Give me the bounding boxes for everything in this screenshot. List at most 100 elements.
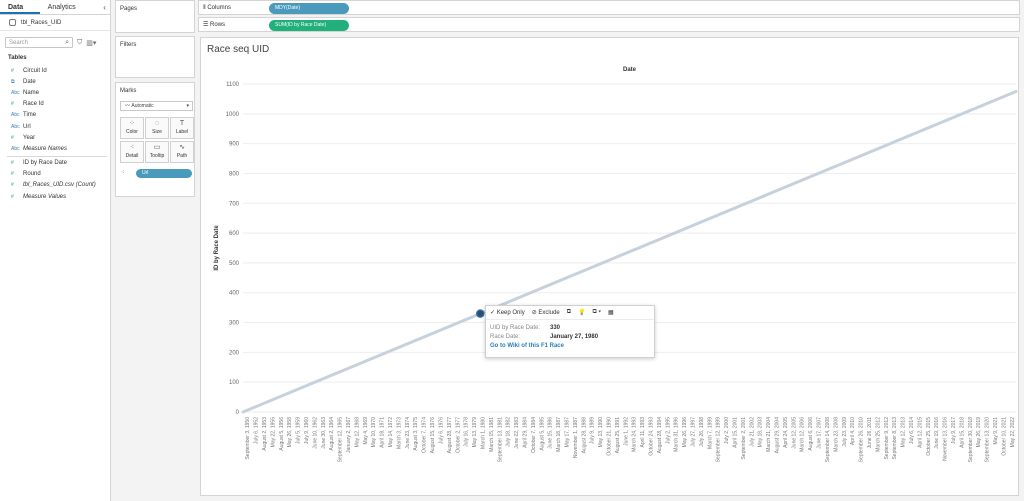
size-icon: ◌ — [154, 120, 160, 127]
filters-card[interactable]: Filters — [115, 36, 195, 78]
tab-data[interactable]: Data — [0, 0, 40, 14]
wiki-link[interactable]: Go to Wiki of this F1 Race — [490, 343, 564, 349]
chart-header-title: Date — [623, 67, 637, 73]
x-tick-label: October 24, 1993 — [649, 417, 655, 456]
pane-tabs: Data Analytics ‹ — [0, 0, 110, 15]
field-name: Date — [23, 78, 36, 85]
field-item[interactable]: Abc Measure Names — [0, 143, 110, 154]
x-tick-label: September 12, 1965 — [338, 417, 344, 463]
rows-pill[interactable]: SUM(ID by Race Date) — [269, 20, 349, 31]
x-tick-label: August 15, 1976 — [430, 417, 436, 454]
label-icon: T — [179, 120, 185, 127]
detail-button[interactable]: ⁖ Detail — [120, 141, 144, 163]
x-tick-label: August 3, 1975 — [413, 417, 419, 451]
x-tick-label: March 24, 1993 — [632, 417, 638, 452]
field-item[interactable]: # ID by Race Date — [0, 158, 110, 169]
group-icon[interactable]: ⧉ — [566, 309, 572, 315]
field-item[interactable]: Abc Time — [0, 110, 110, 121]
x-tick-label: May 22, 1955 — [270, 417, 276, 448]
filter-icon[interactable]: ⛉ — [77, 38, 83, 46]
columns-shelf[interactable]: ⦀ Columns MDY(Date) — [198, 0, 1020, 15]
field-item[interactable]: # Year — [0, 132, 110, 143]
x-tick-label: April 24, 2005 — [783, 417, 789, 448]
keep-only-button[interactable]: ✓ Keep Only — [490, 310, 525, 316]
size-button[interactable]: ◌ Size — [145, 117, 169, 139]
tab-analytics[interactable]: Analytics — [47, 4, 76, 11]
field-item[interactable]: Abc Name — [0, 87, 110, 98]
x-tick-label: October 21, 1990 — [606, 417, 612, 456]
view-data-icon[interactable]: ▦ — [608, 310, 614, 316]
x-tick-label: October 2, 1977 — [455, 417, 461, 453]
x-tick-label: April 12, 2015 — [917, 417, 923, 448]
x-tick-label: May 26, 1996 — [682, 417, 688, 448]
columns-pill[interactable]: MDY(Date) — [269, 3, 349, 14]
field-type-icon: # — [11, 101, 14, 108]
tooltip-button[interactable]: ▭ Tooltip — [145, 141, 169, 163]
x-tick-label: August 28, 1988 — [581, 417, 587, 454]
rows-shelf[interactable]: ☰ Rows SUM(ID by Race Date) — [198, 17, 1020, 32]
divider — [7, 155, 107, 157]
y-tick-label: 1000 — [226, 112, 240, 118]
label-button[interactable]: T Label — [170, 117, 194, 139]
pages-card[interactable]: Pages — [115, 0, 195, 33]
x-tick-label: July 27, 1997 — [691, 417, 697, 447]
y-tick-label: 400 — [229, 291, 240, 297]
field-name: Round — [23, 171, 41, 178]
x-tick-label: March 31, 1996 — [674, 417, 680, 452]
datasource-row[interactable]: tbl_Races_UID — [0, 15, 110, 31]
x-tick-label: July 6, 1952 — [254, 417, 260, 444]
field-name: Measure Values — [23, 193, 67, 200]
field-item[interactable]: # Measure Values — [0, 191, 110, 202]
field-item[interactable]: ⧉ Date — [0, 76, 110, 87]
x-tick-label: May 26, 1958 — [287, 417, 293, 448]
datasource-name: tbl_Races_UID — [21, 19, 62, 26]
field-name: Race Id — [23, 101, 44, 108]
x-tick-label: July 5, 1959 — [296, 417, 302, 444]
filters-title: Filters — [120, 42, 137, 48]
search-input[interactable]: Search ⌕ — [5, 37, 73, 48]
lightbulb-icon[interactable]: 💡 — [578, 310, 586, 316]
field-item[interactable]: Abc Url — [0, 121, 110, 132]
data-pane: Data Analytics ‹ tbl_Races_UID Search ⌕ … — [0, 0, 111, 501]
field-type-icon: # — [11, 182, 14, 189]
field-item[interactable]: # Circuit Id — [0, 65, 110, 76]
x-tick-label: June 15, 1986 — [548, 417, 554, 449]
x-tick-label: November 1, 1987 — [573, 417, 579, 458]
x-tick-label: June 17, 2007 — [817, 417, 823, 449]
url-pill[interactable]: Url — [136, 169, 192, 178]
x-tick-label: October 25, 2015 — [926, 417, 932, 456]
x-tick-label: March 7, 1999 — [707, 417, 713, 449]
field-type-icon: # — [11, 160, 14, 167]
line-chart[interactable]: Date 0 100 200 300 400 500 600 700 800 900 1000 1100… — [201, 38, 1020, 497]
x-tick-label: May 9, 2021 — [993, 417, 999, 445]
color-button[interactable]: ⁘ Color — [120, 117, 144, 139]
y-tick-label: 100 — [229, 380, 240, 386]
x-tick-label: July 23, 2009 — [842, 417, 848, 447]
field-item[interactable]: # tbl_Races_UID.csv (Count) — [0, 180, 110, 191]
field-item[interactable]: # Round — [0, 169, 110, 180]
x-tick-label: March 23, 2008 — [833, 417, 839, 452]
x-tick-label: September 30, 2018 — [968, 417, 974, 463]
detail-icon: ⁖ — [129, 144, 135, 151]
view-options-icon[interactable]: ▥▾ — [86, 39, 97, 47]
x-tick-label: July 26, 1998 — [699, 417, 705, 447]
mark-type-dropdown[interactable]: 〰 Automatic ▾ — [120, 101, 193, 111]
x-tick-label: May 13, 1979 — [472, 417, 478, 448]
x-tick-label: July 21, 2002 — [749, 417, 755, 447]
field-type-icon: # — [11, 171, 14, 178]
search-row: Search ⌕ ⛉ ▥▾ — [0, 37, 110, 48]
x-tick-label: June 1, 1992 — [623, 417, 629, 446]
field-name: Measure Names — [23, 145, 68, 152]
x-tick-label: July 6, 2014 — [909, 417, 915, 444]
x-tick-label: May 17, 1987 — [564, 417, 570, 448]
x-tick-label: July 9, 1989 — [590, 417, 596, 444]
set-dropdown-icon[interactable]: ⧉ ▾ — [592, 309, 602, 315]
field-item[interactable]: # Race Id — [0, 99, 110, 110]
y-tick-label: 200 — [229, 350, 240, 356]
tooltip-row-date: Race Date: January 27, 1980 — [490, 333, 650, 342]
path-button[interactable]: ∿ Path — [170, 141, 194, 163]
detail-mark-icon: ⁖ — [121, 170, 125, 176]
label-label: Label — [175, 129, 189, 135]
exclude-button[interactable]: ⊘ Exclude — [531, 310, 560, 316]
collapse-pane-icon[interactable]: ‹ — [103, 3, 106, 12]
